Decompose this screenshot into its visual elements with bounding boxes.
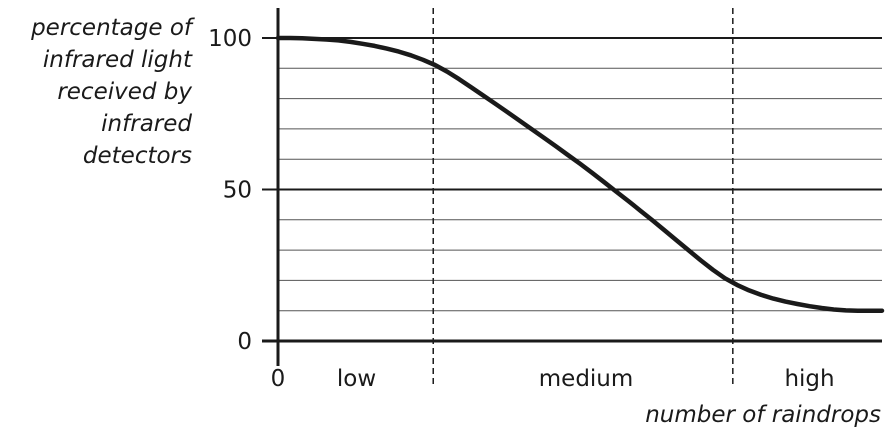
y-tick-label-0: 0 xyxy=(237,329,252,355)
series-group xyxy=(275,35,885,313)
y-axis-label-line-2: infrared light xyxy=(42,47,192,73)
x-region-label-low: low xyxy=(337,366,376,392)
y-tick-label-100: 100 xyxy=(208,26,252,52)
gridlines xyxy=(278,37,882,312)
y-axis-label-line-4: infrared xyxy=(101,111,192,137)
x-origin-label: 0 xyxy=(271,366,286,392)
x-region-label-medium: medium xyxy=(539,366,634,392)
axes xyxy=(262,8,882,366)
x-labels: 0 low medium high xyxy=(271,366,835,392)
y-axis-label-line-3: received by xyxy=(57,79,192,105)
y-ticks: 0 50 100 xyxy=(208,26,278,355)
x-axis-label: number of raindrops xyxy=(645,402,881,428)
y-axis-label-line-1: percentage of xyxy=(31,15,192,41)
x-region-label-high: high xyxy=(784,366,834,392)
series-line-1 xyxy=(275,35,885,313)
region-dividers xyxy=(432,8,734,386)
y-tick-label-50: 50 xyxy=(223,178,252,204)
y-axis-label: percentage of infrared light received by… xyxy=(0,12,192,172)
y-axis-label-line-5: detectors xyxy=(82,143,192,169)
